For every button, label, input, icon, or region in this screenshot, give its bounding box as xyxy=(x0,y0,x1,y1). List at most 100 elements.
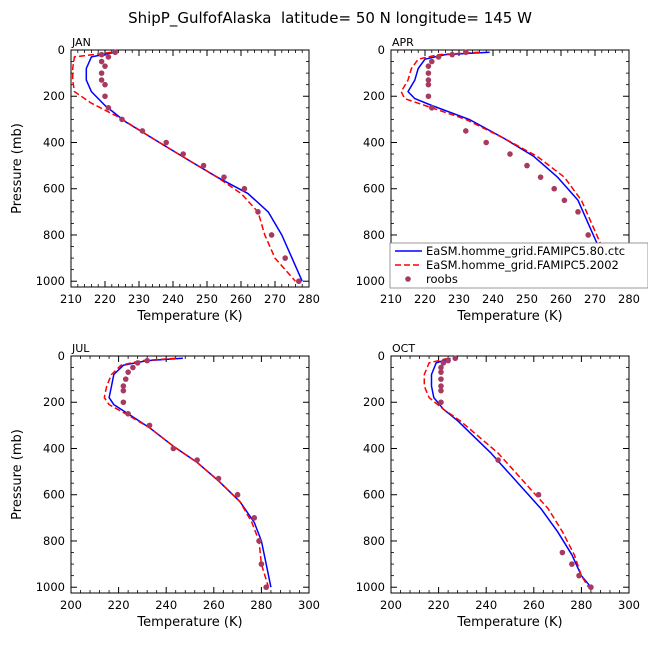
obs-point-apr xyxy=(524,162,530,169)
x-tick-label-jul: 280 xyxy=(250,598,272,612)
x-tick-label-jan: 240 xyxy=(162,292,184,306)
series-2002-line-jan xyxy=(71,51,296,282)
legend-swatch-roobs xyxy=(405,276,411,282)
obs-point-jul xyxy=(258,561,265,567)
x-tick-label-jan: 230 xyxy=(128,292,150,306)
obs-point-apr xyxy=(449,51,456,58)
legend-label-ctc: EaSM.homme_grid.FAMIPC5.80.ctc xyxy=(426,244,625,258)
x-tick-label-jul: 300 xyxy=(298,598,320,612)
y-tick-label-oct: 200 xyxy=(363,395,385,409)
y-tick-label-jan: 0 xyxy=(58,43,65,57)
obs-point-apr xyxy=(435,54,442,60)
obs-point-jul xyxy=(134,360,141,366)
obs-point-apr xyxy=(429,58,435,65)
plot-frame-jul xyxy=(70,355,310,594)
panel-label-jul: JUL xyxy=(71,342,90,355)
x-tick-label-oct: 220 xyxy=(428,598,450,612)
x-tick-label-jan: 260 xyxy=(230,292,252,306)
obs-point-jan xyxy=(119,116,125,123)
obs-point-oct xyxy=(588,584,594,591)
legend-box xyxy=(389,242,648,289)
x-axis-label-jan: Temperature (K) xyxy=(136,309,242,324)
series-ctc-line-oct xyxy=(430,357,592,588)
legend: EaSM.homme_grid.FAMIPC5.80.ctc EaSM.homm… xyxy=(389,242,648,289)
y-axis-label-jan: Pressure (mb) xyxy=(10,123,25,214)
panel-jan: JAN 210 220 230 240 250 260 270 280 0 200 400 600 800… xyxy=(10,36,320,324)
obs-point-jan xyxy=(98,70,105,76)
x-axis-label-oct: Temperature (K) xyxy=(456,615,562,630)
y-tick-label-jul: 200 xyxy=(43,395,65,409)
obs-point-jul xyxy=(234,491,241,498)
obs-point-jan xyxy=(98,51,105,58)
y-tick-label-jul: 1000 xyxy=(36,580,65,594)
x-tick-label-apr: 260 xyxy=(550,292,572,306)
obs-point-jan xyxy=(98,58,105,65)
obs-point-apr xyxy=(585,232,591,238)
x-tick-label-jan: 270 xyxy=(264,292,286,306)
y-tick-label-jul: 400 xyxy=(43,441,65,455)
x-tick-label-jul: 220 xyxy=(108,598,130,612)
obs-point-jul xyxy=(263,584,269,591)
obs-point-jan xyxy=(200,162,207,169)
x-tick-label-jul: 240 xyxy=(155,598,177,612)
x-tick-label-jan: 210 xyxy=(60,292,82,306)
y-tick-label-apr: 400 xyxy=(363,135,385,149)
x-tick-label-jan: 250 xyxy=(196,292,218,306)
obs-point-apr xyxy=(429,105,435,111)
y-tick-label-apr: 1000 xyxy=(356,274,385,288)
y-tick-label-jul: 600 xyxy=(43,488,65,502)
obs-point-jul xyxy=(125,369,131,375)
x-tick-label-apr: 270 xyxy=(584,292,606,306)
obs-point-apr xyxy=(575,209,581,215)
obs-point-apr xyxy=(463,49,469,56)
y-tick-label-oct: 1000 xyxy=(356,580,385,594)
plot-frame-oct xyxy=(390,355,630,594)
obs-point-oct xyxy=(445,357,451,364)
y-tick-label-jul: 800 xyxy=(43,534,65,548)
x-axis-label-jul: Temperature (K) xyxy=(136,615,242,630)
panel-jul: JUL 200 220 240 260 280 300 0 200 400 600 800 1000 Te… xyxy=(10,342,320,630)
series-ctc-line-jul xyxy=(108,357,272,588)
obs-point-jul xyxy=(125,411,131,417)
y-tick-label-oct: 0 xyxy=(378,349,385,363)
obs-point-apr xyxy=(463,128,469,134)
obs-point-oct xyxy=(440,360,447,366)
x-tick-label-apr: 250 xyxy=(516,292,538,306)
x-tick-label-apr: 220 xyxy=(414,292,436,306)
obs-point-oct xyxy=(438,369,444,375)
y-tick-label-oct: 800 xyxy=(363,534,385,548)
obs-point-apr xyxy=(425,81,432,88)
obs-point-jan xyxy=(98,77,105,83)
y-tick-label-jan: 600 xyxy=(43,182,65,196)
obs-point-jul xyxy=(122,376,129,382)
y-tick-label-apr: 200 xyxy=(363,89,385,103)
y-axis-label-jul: Pressure (mb) xyxy=(10,429,25,520)
obs-point-jan xyxy=(221,174,227,180)
obs-point-oct xyxy=(438,387,444,394)
series-ctc-line-jan xyxy=(85,51,303,282)
obs-point-apr xyxy=(551,185,557,192)
obs-point-oct xyxy=(438,364,444,371)
obs-point-oct xyxy=(438,383,444,389)
obs-point-jan xyxy=(255,209,261,215)
obs-point-oct xyxy=(438,399,444,406)
legend-label-2002: EaSM.homme_grid.FAMIPC5.2002 xyxy=(426,258,619,272)
x-tick-label-oct: 200 xyxy=(380,598,402,612)
obs-point-jan xyxy=(296,278,302,285)
x-tick-label-apr: 240 xyxy=(482,292,504,306)
obs-point-oct xyxy=(438,376,444,382)
panel-label-apr: APR xyxy=(392,36,414,49)
y-tick-label-apr: 600 xyxy=(363,182,385,196)
y-tick-label-oct: 600 xyxy=(363,488,385,502)
obs-point-apr xyxy=(561,197,568,204)
x-axis-label-apr: Temperature (K) xyxy=(456,309,562,324)
obs-point-jan xyxy=(105,105,112,111)
y-tick-label-oct: 400 xyxy=(363,441,385,455)
x-tick-label-jan: 280 xyxy=(298,292,320,306)
obs-point-jul xyxy=(120,399,127,406)
obs-point-jul xyxy=(170,445,177,452)
obs-point-jul xyxy=(120,387,127,394)
obs-point-jul xyxy=(194,457,200,463)
y-tick-label-apr: 800 xyxy=(363,228,385,242)
